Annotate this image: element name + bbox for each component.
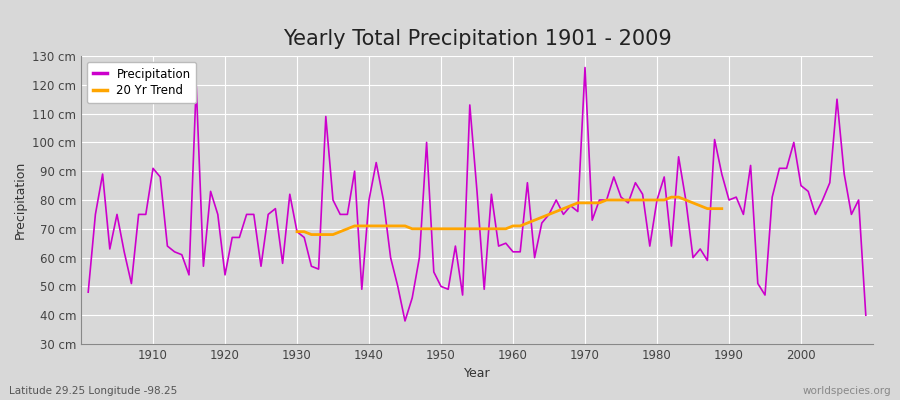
20 Yr Trend [292,229,302,234]
Precipitation [342,212,353,217]
Legend: Precipitation, 20 Yr Trend: Precipitation, 20 Yr Trend [87,62,196,103]
Title: Yearly Total Precipitation 1901 - 2009: Yearly Total Precipitation 1901 - 2009 [283,29,671,49]
Line: Precipitation: Precipitation [88,68,866,321]
20 Yr Trend [407,226,418,231]
20 Yr Trend [565,203,576,208]
Y-axis label: Precipitation: Precipitation [14,161,27,239]
20 Yr Trend [716,206,727,211]
Precipitation [508,250,518,254]
Precipitation [140,212,151,217]
Precipitation [83,290,94,294]
Text: worldspecies.org: worldspecies.org [803,386,891,396]
Precipitation [860,313,871,318]
Text: Latitude 29.25 Longitude -98.25: Latitude 29.25 Longitude -98.25 [9,386,177,396]
20 Yr Trend [443,226,454,231]
Line: 20 Yr Trend: 20 Yr Trend [297,197,722,234]
20 Yr Trend [666,195,677,200]
20 Yr Trend [306,232,317,237]
20 Yr Trend [371,224,382,228]
20 Yr Trend [436,226,446,231]
20 Yr Trend [421,226,432,231]
Precipitation [608,174,619,179]
Precipitation [580,65,590,70]
X-axis label: Year: Year [464,368,490,380]
Precipitation [515,250,526,254]
Precipitation [299,235,310,240]
Precipitation [400,318,410,323]
